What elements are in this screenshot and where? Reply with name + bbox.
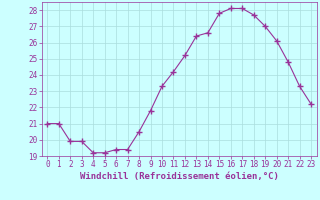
X-axis label: Windchill (Refroidissement éolien,°C): Windchill (Refroidissement éolien,°C) <box>80 172 279 181</box>
